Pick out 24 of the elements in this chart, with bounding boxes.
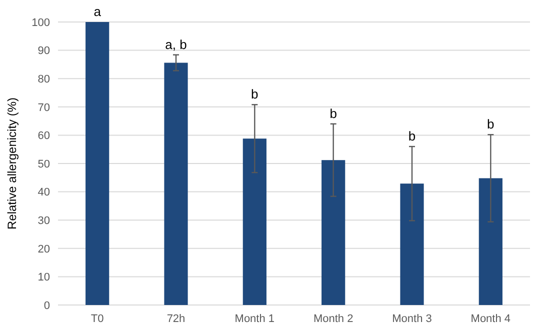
x-tick-label: Month 3: [392, 313, 432, 325]
y-tick-label: 50: [38, 158, 50, 170]
x-tick-label: T0: [90, 313, 104, 325]
y-tick-label: 60: [38, 130, 50, 142]
y-tick-label: 100: [32, 16, 50, 29]
y-tick-label: 90: [38, 45, 50, 58]
x-tick-label: Month 4: [470, 313, 511, 325]
annotation: a, b: [165, 36, 187, 52]
annotation: b: [487, 116, 494, 132]
y-tick-label: 40: [38, 186, 50, 199]
x-tick-label: Month 1: [234, 313, 275, 325]
y-tick-label: 10: [38, 272, 50, 284]
y-tick-label: 80: [38, 73, 50, 86]
x-tick-label: Month 2: [313, 313, 354, 325]
y-tick-label: 0: [44, 300, 50, 312]
annotation: b: [408, 128, 416, 144]
y-tick-label: 30: [38, 214, 50, 227]
y-axis-title: Relative allergenicity (%): [5, 97, 19, 230]
annotation: b: [330, 106, 337, 121]
x-tick-label: 72h: [166, 313, 186, 325]
y-tick-label: 20: [38, 243, 50, 256]
y-tick-label: 70: [38, 102, 50, 114]
annotation: b: [251, 86, 258, 102]
annotation: a: [94, 4, 102, 19]
